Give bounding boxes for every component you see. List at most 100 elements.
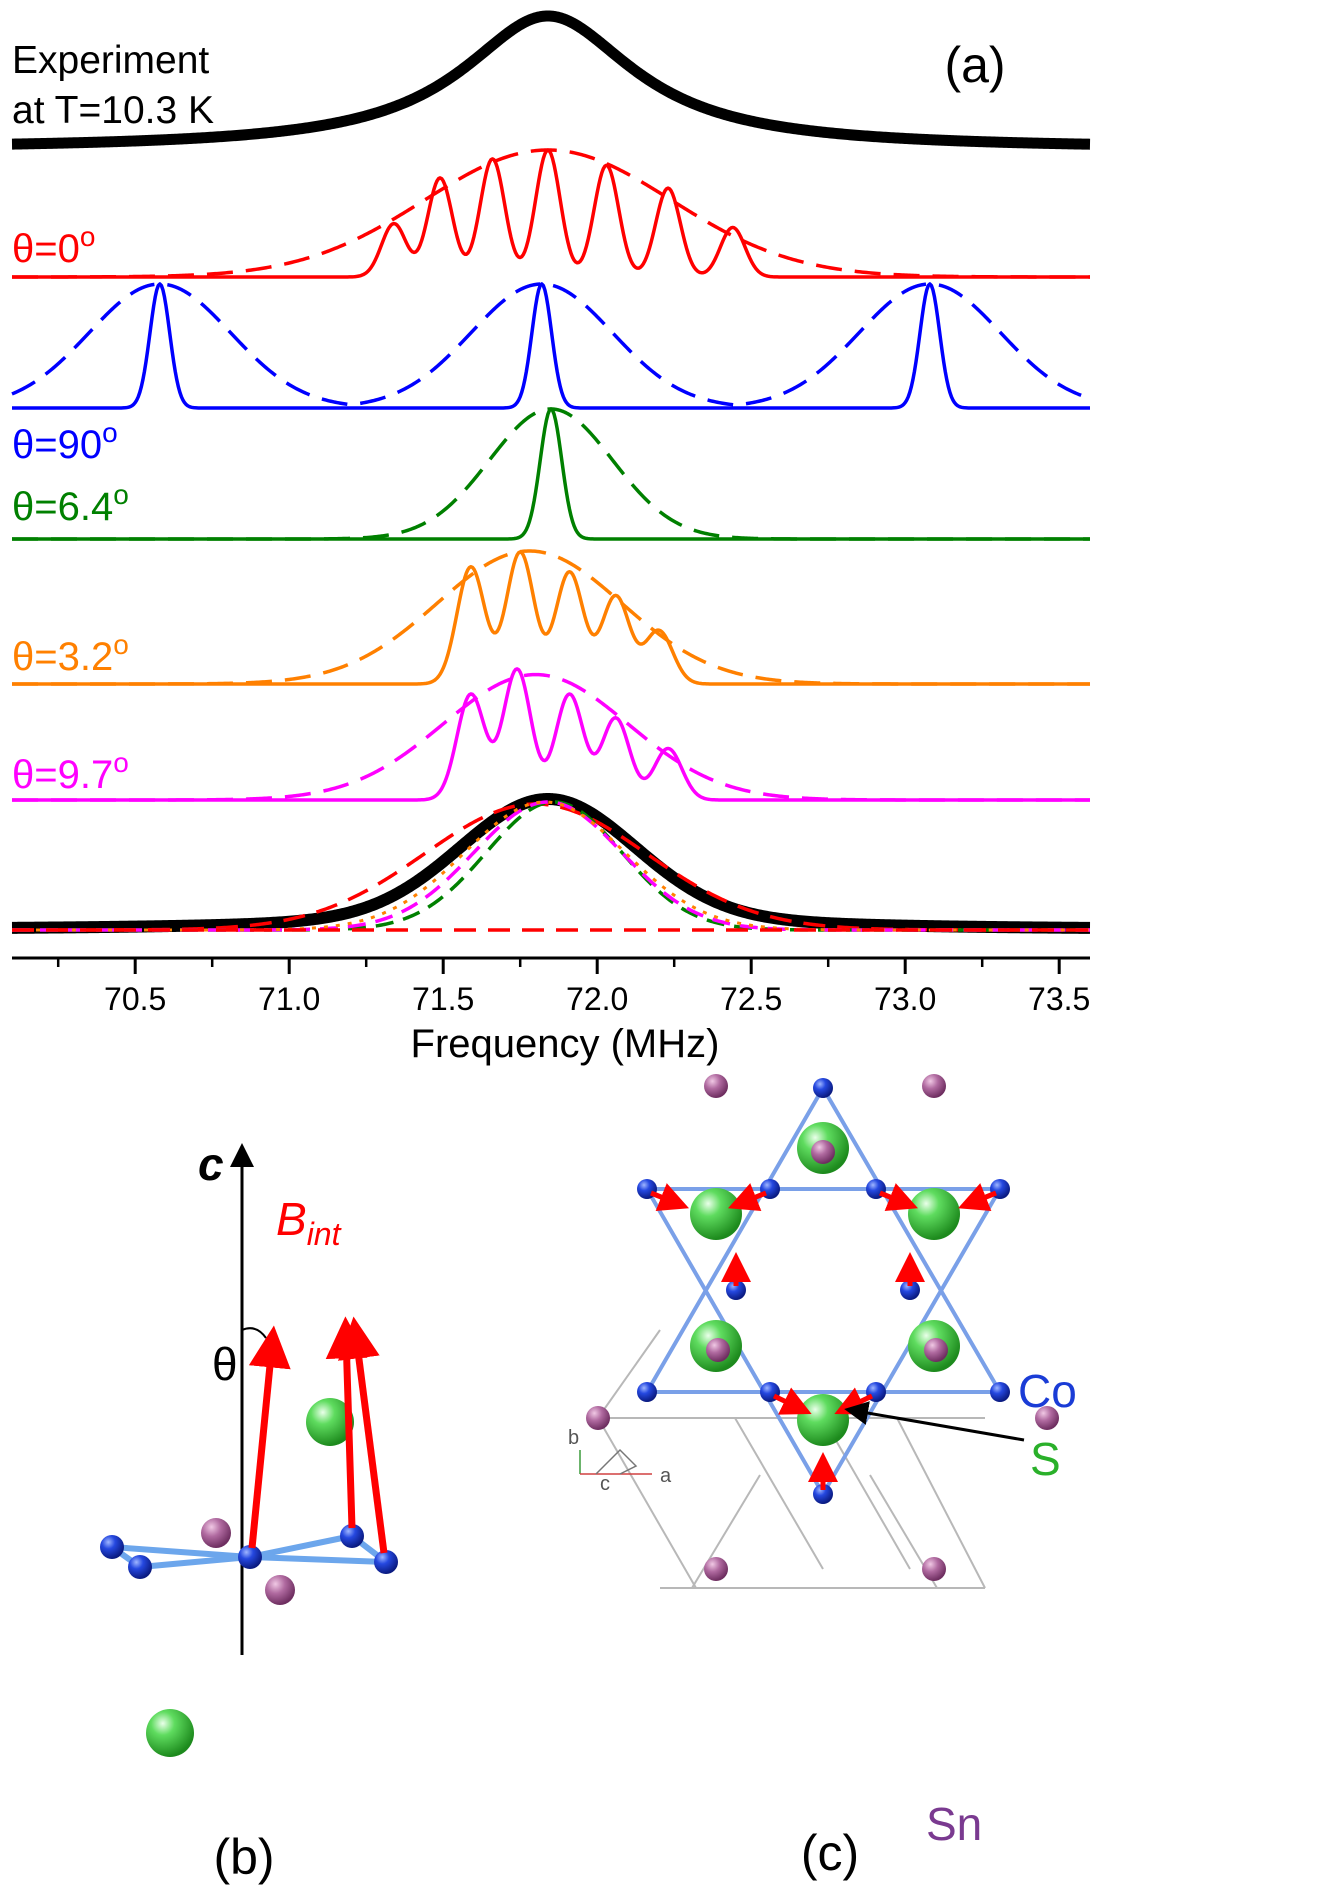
nmr-spectra-chart: 70.5 71.0 71.5 72.0 72.5 73.0 73.5 Frequency (… [7,10,1095,1066]
moment-arrow [879,1183,918,1211]
theta6.4-dashed-envelope [11,407,1091,541]
legend-co: Co [1018,1365,1077,1417]
s-atom [146,1709,194,1757]
x-tick-label: 70.5 [104,981,166,1017]
co-atom [813,1078,833,1098]
co-atom [813,1484,833,1504]
x-tick-label: 71.0 [258,981,320,1017]
bond [139,1554,251,1570]
co-atom [637,1382,657,1402]
bond [249,1554,387,1565]
theta3.2-spectrum [11,550,1091,686]
moment-arrow [958,1183,997,1211]
spectra-curves [7,10,1095,934]
legend-theta-6.4: θ=6.4o [12,479,129,529]
moment-arrow [325,1316,368,1529]
cell-line [691,1474,761,1589]
moment-arrow [338,1316,388,1554]
experiment-label-line2: at T=10.3 K [12,89,214,132]
s-atom [908,1188,960,1240]
experiment-label-line1: Experiment [12,39,209,82]
c-axis-label: c [198,1138,224,1190]
moment-arrow [728,1183,767,1211]
theta-angle-label: θ [212,1338,238,1390]
s-atom [690,1188,742,1240]
sn-atom [811,1140,835,1164]
theta6.4-spectrum [11,407,1091,541]
co-atom [900,1280,920,1300]
b-int-main: B [276,1193,307,1245]
sn-atom [265,1575,295,1605]
panel-c-kagome: b c a Co S Sn (c) [568,1074,1077,1881]
moment-arrow [834,1387,874,1415]
legend-theta-3.2-degree: o [113,629,129,660]
s-atom [797,1394,849,1446]
sn-atom [922,1074,946,1098]
sn-atom [704,1557,728,1581]
theta3.2-dashed-envelope [11,549,1091,686]
triad-a-label: a [660,1465,672,1487]
x-tick-label: 72.5 [720,981,782,1017]
sum-experiment-curve [7,793,1095,934]
kagome-lattice [586,1074,1059,1589]
sn-atom [924,1338,948,1362]
triad-cell [595,1448,638,1475]
theta90-spectrum [11,282,1091,410]
moment-arrow [248,1325,291,1549]
co-atom [726,1280,746,1300]
bond [249,1533,353,1560]
axis-triad: b c a [568,1427,672,1495]
sum-green-dashed [11,800,1091,932]
theta-arc [241,1327,267,1339]
sn-atom [704,1074,728,1098]
x-tick-label: 73.5 [1028,981,1090,1017]
triad-b-label: b [568,1427,579,1449]
cell-line [734,1417,824,1570]
x-axis-label: Frequency (MHz) [411,1022,720,1066]
co-atom [374,1550,398,1574]
bond [111,1544,251,1560]
legend-theta-9.7: θ=9.7o [12,747,129,797]
panel-a-label: (a) [944,37,1005,93]
legend-theta-6.4-degree: o [113,479,129,510]
theta9.7-dashed-envelope [11,672,1091,802]
legend-theta-0-text: θ=0 [12,227,80,271]
sn-atom [586,1406,610,1430]
co-atom [100,1535,124,1559]
sn-atom [201,1518,231,1548]
legend-theta-9.7-degree: o [113,747,129,778]
cell-line [822,1417,911,1570]
triad-c-label: c [600,1473,610,1495]
legend-s: S [1030,1433,1061,1485]
s-atom [306,1398,354,1446]
theta9.7-spectrum [11,667,1091,802]
panel-b-label: (b) [213,1829,274,1885]
x-tick-label: 72.0 [566,981,628,1017]
legend-theta-0-degree: o [80,221,96,252]
legend-theta-9.7-text: θ=9.7 [12,753,113,797]
moment-arrow [650,1183,689,1211]
co-atom [340,1524,364,1548]
legend-theta-0: θ=0o [12,221,95,271]
legend-theta-90-text: θ=90 [12,423,102,467]
legend-theta-3.2: θ=3.2o [12,629,129,679]
theta90-dashed-envelope [11,282,1091,407]
sum-magenta-dashed [11,800,1091,932]
panel-b-structure: c Bint θ (b) [100,1138,398,1885]
legend-theta-6.4-text: θ=6.4 [12,485,113,529]
legend-theta-90-degree: o [102,417,118,448]
co-atom [128,1555,152,1579]
sum-red-dashed [11,802,1091,932]
sn-atom [922,1557,946,1581]
moment-arrow [772,1387,812,1415]
experiment-curve [8,10,1094,150]
sn-atom [1035,1406,1059,1430]
cell-line [597,1417,697,1589]
cell-line [597,1329,661,1419]
sn-atom [706,1338,730,1362]
b-int-subscript: int [307,1216,342,1252]
legend-theta-90: θ=90o [12,417,118,467]
co-atom [238,1545,262,1569]
cell-line [896,1417,986,1589]
